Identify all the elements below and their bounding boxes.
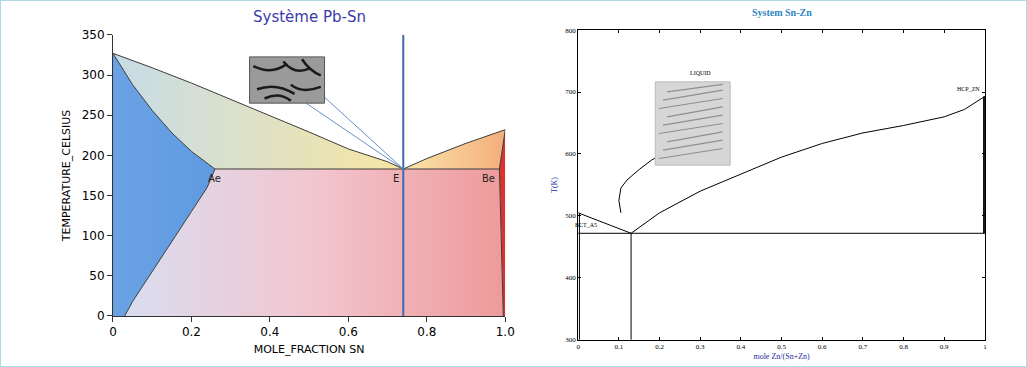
svg-text:200: 200 — [82, 149, 105, 163]
svg-text:0.4: 0.4 — [260, 325, 279, 339]
svg-text:0: 0 — [576, 343, 580, 351]
svg-text:0.4: 0.4 — [737, 343, 746, 351]
svg-text:0: 0 — [97, 309, 105, 323]
svg-text:1: 1 — [983, 343, 987, 351]
svg-text:MOLE_FRACTION SN: MOLE_FRACTION SN — [254, 343, 365, 356]
svg-text:0.9: 0.9 — [940, 343, 949, 351]
svg-text:100: 100 — [82, 229, 105, 243]
svg-text:600: 600 — [565, 150, 576, 158]
svg-text:E: E — [393, 173, 399, 184]
svg-text:300: 300 — [565, 336, 576, 344]
svg-text:Système Pb-Sn: Système Pb-Sn — [253, 8, 366, 26]
svg-text:0.3: 0.3 — [696, 343, 705, 351]
svg-text:250: 250 — [82, 108, 105, 122]
svg-text:BCT_A5: BCT_A5 — [575, 222, 597, 228]
svg-text:0.6: 0.6 — [339, 325, 358, 339]
svg-text:mole Zn/(Sn+Zn): mole Zn/(Sn+Zn) — [753, 352, 810, 361]
svg-text:50: 50 — [89, 269, 104, 283]
svg-text:0.2: 0.2 — [655, 343, 664, 351]
svg-text:500: 500 — [565, 212, 576, 220]
svg-text:150: 150 — [82, 189, 105, 203]
svg-text:0.8: 0.8 — [417, 325, 436, 339]
svg-text:LIQUID: LIQUID — [690, 70, 711, 76]
svg-text:300: 300 — [82, 68, 105, 82]
svg-text:T(K): T(K) — [550, 177, 559, 193]
svg-text:700: 700 — [565, 88, 576, 96]
svg-text:800: 800 — [565, 27, 576, 35]
svg-text:Be: Be — [482, 173, 495, 184]
svg-text:TEMPERATURE_CELSIUS: TEMPERATURE_CELSIUS — [60, 110, 73, 243]
svg-text:0.8: 0.8 — [899, 343, 908, 351]
svg-text:400: 400 — [565, 274, 576, 282]
svg-text:350: 350 — [82, 28, 105, 42]
svg-text:0.1: 0.1 — [614, 343, 623, 351]
svg-text:1.0: 1.0 — [496, 325, 515, 339]
svg-text:0: 0 — [109, 325, 117, 339]
svg-text:0.6: 0.6 — [818, 343, 827, 351]
svg-text:0.7: 0.7 — [859, 343, 868, 351]
svg-text:System Sn-Zn: System Sn-Zn — [752, 7, 812, 18]
svg-text:0.2: 0.2 — [182, 325, 201, 339]
svg-text:Ae: Ae — [208, 173, 221, 184]
svg-text:0.5: 0.5 — [777, 343, 786, 351]
svg-text:HCP_ZN: HCP_ZN — [957, 86, 980, 92]
